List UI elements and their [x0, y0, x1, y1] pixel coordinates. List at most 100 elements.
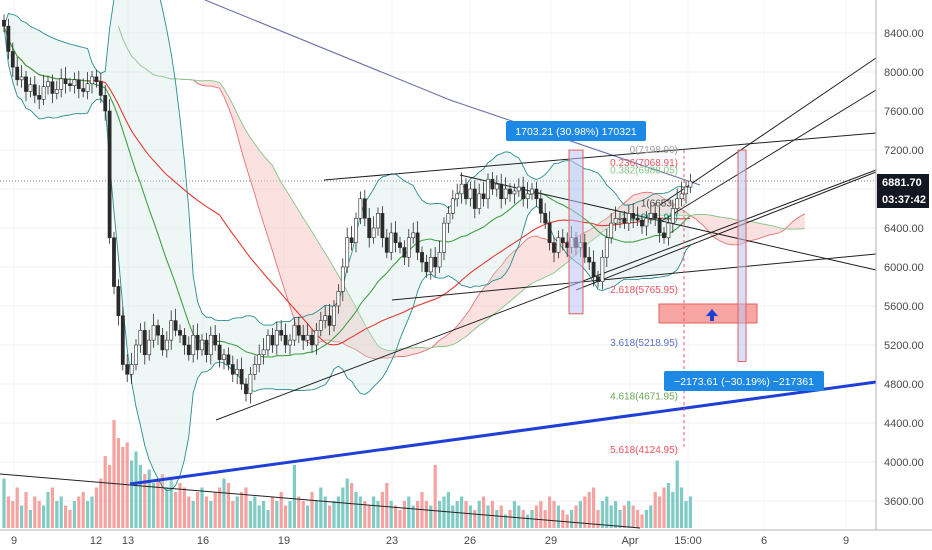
- candle-body: [204, 339, 209, 356]
- volume-bar: [292, 465, 296, 528]
- volume-bar: [218, 487, 222, 528]
- candle-body: [490, 178, 495, 190]
- candle-body: [217, 344, 222, 360]
- candle-body: [63, 78, 68, 84]
- candle-body: [142, 330, 147, 356]
- volume-bar: [433, 465, 437, 528]
- volume-bar: [675, 460, 679, 528]
- candle-body: [653, 213, 658, 219]
- trendline-long-support[interactable]: [129, 380, 877, 486]
- channel-upper[interactable]: [659, 57, 877, 206]
- volume-bar: [6, 496, 10, 528]
- channel-mid[interactable]: [659, 89, 877, 223]
- measure-down-label: −2173.61 (−30.19%) −217361: [674, 376, 814, 388]
- volume-bar: [680, 487, 684, 528]
- candle-body: [367, 217, 372, 239]
- candle-body: [98, 81, 103, 96]
- time-tick-label: 26: [464, 535, 476, 547]
- candle-body: [327, 315, 332, 326]
- volume-bar: [306, 505, 310, 528]
- candle-body: [138, 330, 143, 346]
- time-tick-label: 13: [122, 535, 134, 547]
- volume-bar: [112, 420, 116, 528]
- volume-bar: [666, 483, 670, 528]
- volume-bar: [86, 501, 90, 528]
- trendline-rising-support[interactable]: [215, 169, 877, 421]
- candle-body: [618, 217, 622, 220]
- candle-body: [631, 213, 636, 219]
- candle-body: [340, 266, 345, 292]
- measure-range-up[interactable]: [568, 149, 584, 315]
- candle-body: [332, 305, 336, 326]
- measure-up-label-bg: [506, 121, 646, 141]
- candle-body: [37, 95, 42, 100]
- volume-bar: [90, 496, 94, 528]
- volume-bar: [147, 469, 151, 528]
- volume-bar: [213, 492, 217, 528]
- candle-body: [560, 237, 565, 243]
- price-tick-label: 4400.00: [884, 418, 924, 430]
- volume-bar: [81, 492, 85, 528]
- candle-body: [450, 198, 455, 214]
- time-tick-label: 19: [278, 535, 290, 547]
- candle-body: [604, 237, 609, 258]
- candle-body: [376, 213, 380, 229]
- candle-body: [112, 237, 116, 287]
- candle-body: [472, 188, 477, 209]
- volume-bar: [486, 505, 490, 528]
- volume-bar: [72, 501, 76, 528]
- volume-bar: [297, 496, 301, 528]
- volume-bar: [226, 483, 230, 528]
- trendline-triangle-bottom[interactable]: [391, 253, 877, 301]
- candle-body: [477, 193, 482, 209]
- volume-bar: [614, 501, 618, 528]
- volume-bar: [394, 505, 398, 528]
- volume-bar: [473, 510, 477, 528]
- candle-body: [235, 369, 240, 375]
- measure-range-down[interactable]: [737, 149, 747, 363]
- price-tick-label: 8400.00: [884, 28, 924, 40]
- channel-lower[interactable]: [575, 171, 877, 291]
- fib-level-label: 0.382(6988.05): [610, 166, 678, 177]
- volume-bar: [209, 501, 213, 528]
- candle-body: [318, 320, 323, 331]
- volume-bar: [125, 442, 129, 528]
- volume-bar: [42, 505, 46, 528]
- fib-level-label: 1(6653.): [641, 198, 678, 209]
- volume-bar: [138, 465, 142, 528]
- volume-bar: [640, 514, 644, 528]
- candle-body: [301, 334, 306, 341]
- volume-bar: [644, 510, 648, 528]
- candle-body: [76, 79, 81, 89]
- volume-bar: [288, 501, 292, 528]
- fib-level-label: 3.618(5218.95): [610, 338, 678, 349]
- candle-body: [90, 76, 94, 84]
- candle-body: [635, 217, 640, 221]
- current-price-label: 6881.70: [882, 177, 922, 189]
- volume-bar: [262, 501, 266, 528]
- volume-bar: [512, 501, 516, 528]
- candle-body: [279, 330, 284, 336]
- trendline-lower-left[interactable]: [0, 473, 641, 529]
- measure-tools[interactable]: 1703.21 (30.98%) 170321 −2173.61 (−30.19%…: [506, 121, 824, 391]
- volume-bar: [653, 492, 657, 528]
- candle-body: [442, 222, 446, 253]
- candle-body: [94, 76, 99, 83]
- fib-level-label: 2.618(5765.95): [610, 285, 678, 296]
- volume-bar: [526, 514, 530, 528]
- volume-bar: [548, 496, 552, 528]
- candle-body: [530, 188, 534, 195]
- volume-bar: [438, 501, 442, 528]
- candle-body: [261, 349, 266, 356]
- price-tick-label: 4000.00: [884, 457, 924, 469]
- volume-bar: [235, 496, 239, 528]
- volume-bar: [231, 501, 235, 528]
- volume-bar: [618, 510, 622, 528]
- cloud-fill: [118, 26, 805, 359]
- volume-bar: [160, 474, 164, 528]
- trendline-triangle-top[interactable]: [323, 132, 877, 181]
- volume-bar: [468, 505, 472, 528]
- price-tick-label: 6400.00: [884, 223, 924, 235]
- candle-body: [164, 339, 169, 351]
